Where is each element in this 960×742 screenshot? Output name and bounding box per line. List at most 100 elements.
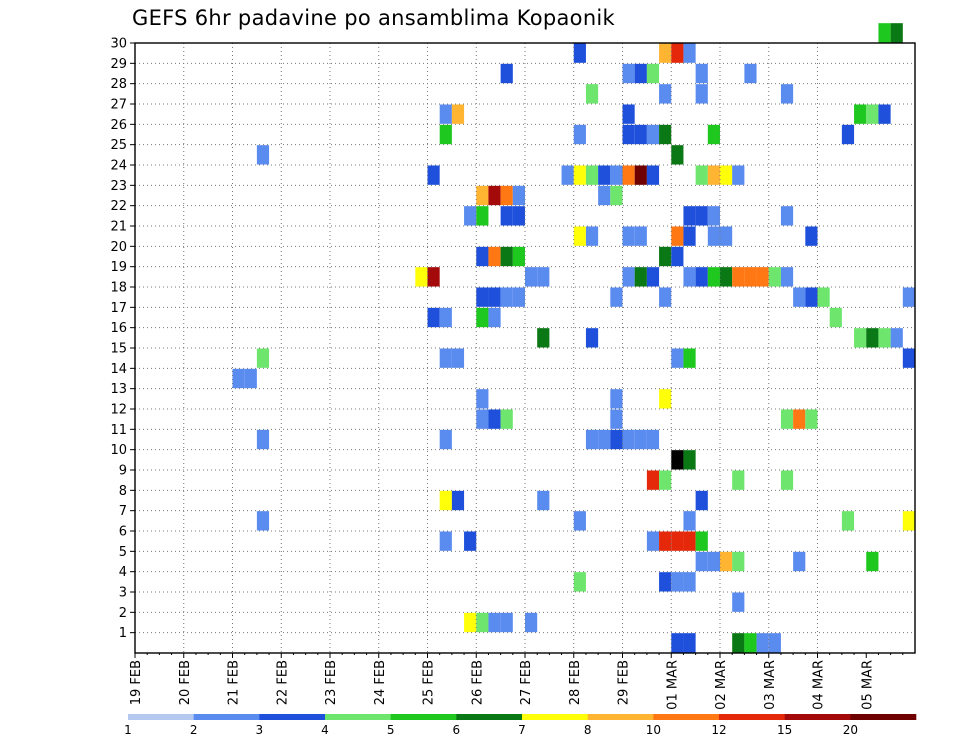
heatmap-cell — [256, 145, 270, 165]
heatmap-cell — [878, 23, 891, 43]
heatmap-cell — [500, 287, 513, 307]
x-tick-label: 23 FEB — [324, 660, 339, 705]
heatmap-cell — [707, 206, 720, 226]
heatmap-cell — [902, 348, 915, 368]
y-tick-label: 4 — [119, 565, 127, 580]
heatmap-cell — [634, 63, 647, 84]
heatmap-cell — [695, 490, 708, 511]
heatmap-cell — [866, 551, 879, 572]
heatmap-cell — [695, 63, 708, 84]
heatmap-cell — [464, 206, 477, 226]
heatmap-cell — [683, 450, 696, 470]
legend-swatch — [850, 714, 917, 720]
heatmap-cell — [598, 165, 611, 185]
heatmap-cell — [622, 226, 635, 246]
heatmap-cell — [659, 470, 672, 490]
heatmap-cell — [439, 429, 452, 450]
heatmap-cell — [464, 531, 477, 551]
heatmap-cell — [488, 307, 501, 328]
heatmap-cell — [805, 226, 818, 246]
heatmap-cell — [646, 470, 660, 490]
y-tick-label: 22 — [110, 199, 127, 214]
chart-title: GEFS 6hr padavine po ansamblima Kopaonik — [132, 6, 616, 30]
legend-swatch — [193, 714, 260, 720]
heatmap-cell — [476, 389, 489, 409]
y-tick-label: 7 — [119, 504, 127, 519]
heatmap-cell — [659, 389, 672, 409]
x-tick-label: 20 FEB — [178, 660, 193, 705]
legend-label: 12 — [711, 723, 726, 737]
y-tick-label: 11 — [110, 423, 127, 438]
y-tick-label: 17 — [110, 301, 127, 316]
heatmap-cell — [451, 490, 465, 511]
y-tick-label: 6 — [119, 525, 127, 540]
heatmap-cell — [695, 165, 708, 185]
y-tick-label: 26 — [110, 118, 127, 133]
legend-label: 1 — [124, 723, 132, 737]
heatmap-cell — [744, 633, 757, 653]
heatmap-cell — [622, 165, 635, 185]
x-tick-label: 03 MAR — [763, 660, 778, 710]
y-tick-label: 16 — [110, 321, 127, 336]
heatmap-cell — [659, 572, 672, 592]
legend-swatch — [522, 714, 588, 720]
heatmap-cell — [793, 551, 806, 572]
heatmap-cell — [451, 104, 465, 124]
heatmap-cell — [439, 531, 452, 551]
heatmap-cell — [573, 165, 586, 185]
heatmap-cell — [427, 307, 440, 328]
heatmap-cell — [537, 490, 550, 511]
heatmap-cell — [659, 531, 672, 551]
heatmap-cell — [622, 429, 635, 450]
x-tick-label: 26 FEB — [470, 660, 485, 705]
heatmap-cell — [610, 165, 623, 185]
heatmap-cell — [768, 267, 781, 287]
heatmap-cell — [780, 267, 794, 287]
cells-layer — [232, 23, 915, 653]
heatmap-cell — [598, 185, 611, 206]
y-tick-label: 23 — [110, 179, 127, 194]
legend-swatch — [587, 714, 654, 720]
heatmap-cell — [488, 287, 501, 307]
heatmap-cell — [780, 470, 794, 490]
heatmap-cell — [793, 287, 806, 307]
heatmap-cell — [683, 348, 696, 368]
heatmap-cell — [634, 124, 647, 145]
heatmap-cell — [561, 165, 574, 185]
heatmap-cell — [500, 63, 513, 84]
heatmap-cell — [902, 287, 915, 307]
legend-label: 5 — [387, 723, 395, 737]
heatmap-cell — [720, 551, 733, 572]
heatmap-cell — [671, 572, 684, 592]
heatmap-cell — [671, 450, 684, 470]
legend-swatch — [259, 714, 326, 720]
heatmap-cell — [585, 84, 599, 104]
x-tick-label: 22 FEB — [275, 660, 290, 705]
heatmap-cell — [427, 165, 440, 185]
heatmap-cell — [841, 511, 855, 531]
heatmap-cell — [744, 63, 757, 84]
heatmap-cell — [720, 226, 733, 246]
heatmap-cell — [866, 328, 879, 348]
heatmap-cell — [232, 368, 245, 389]
heatmap-cell — [720, 267, 733, 287]
heatmap-cell — [683, 531, 696, 551]
heatmap-cell — [854, 104, 867, 124]
heatmap-cell — [659, 43, 672, 63]
heatmap-cell — [610, 287, 623, 307]
legend-swatch — [390, 714, 457, 720]
x-tick-label: 25 FEB — [422, 660, 437, 705]
heatmap-cell — [646, 124, 660, 145]
heatmap-cell — [732, 551, 745, 572]
heatmap-cell — [585, 165, 599, 185]
heatmap-cell — [671, 633, 684, 653]
y-tick-label: 18 — [110, 281, 127, 296]
heatmap-cell — [488, 246, 501, 267]
x-tick-label: 28 FEB — [568, 660, 583, 705]
legend-layer: 1 2 3 4 5 6 7 8 10 12 15 20 — [124, 714, 917, 737]
heatmap-cell — [439, 348, 452, 368]
x-tick-label: 01 MAR — [665, 660, 680, 710]
legend-label: 2 — [190, 723, 198, 737]
y-tick-label: 13 — [110, 382, 127, 397]
heatmap-cell — [659, 84, 672, 104]
